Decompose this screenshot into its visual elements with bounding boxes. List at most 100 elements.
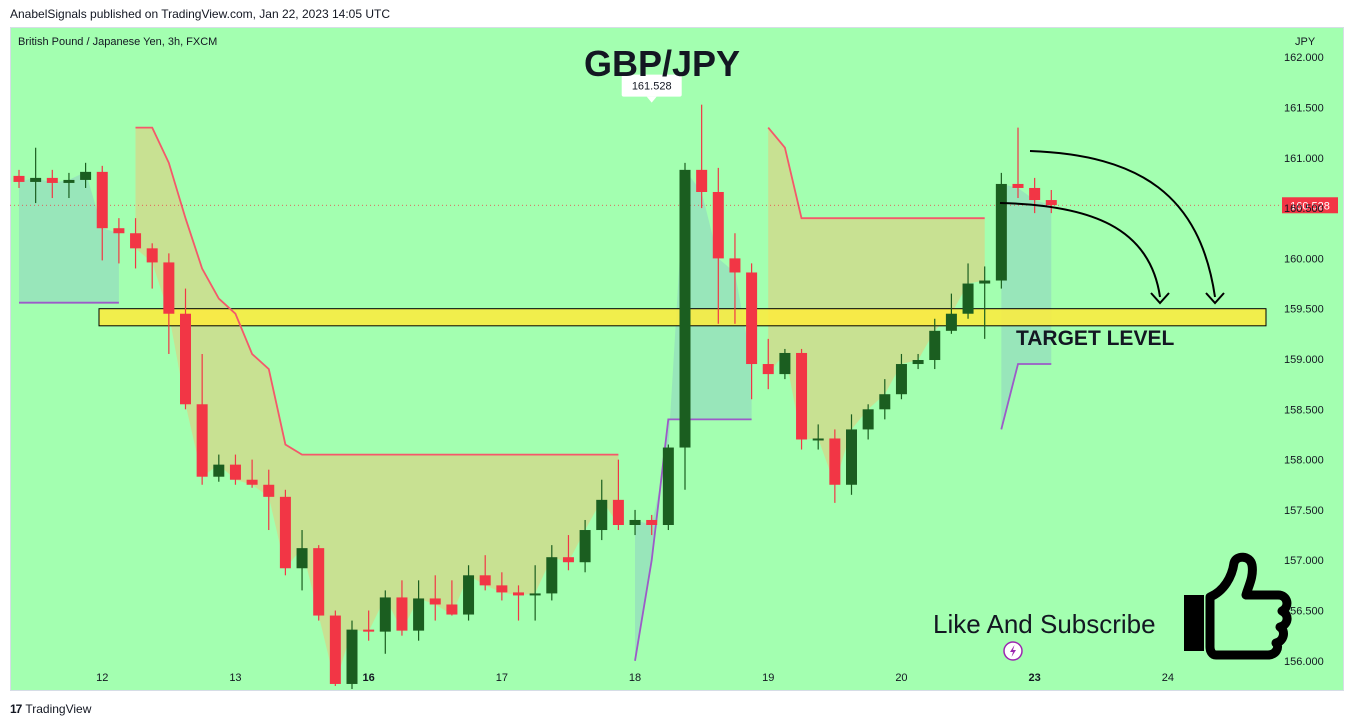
candle[interactable] bbox=[662, 444, 674, 531]
candle[interactable] bbox=[912, 353, 924, 370]
candle-body bbox=[1045, 200, 1057, 206]
candle[interactable] bbox=[729, 233, 741, 324]
candle-body bbox=[929, 330, 941, 361]
candle[interactable] bbox=[596, 479, 608, 541]
candle-body bbox=[296, 548, 308, 569]
candle-body bbox=[496, 585, 508, 593]
candle[interactable] bbox=[1029, 177, 1041, 214]
footer-brand[interactable]: 17 TradingView bbox=[10, 702, 91, 716]
candle[interactable] bbox=[862, 404, 874, 440]
candle[interactable] bbox=[213, 454, 225, 482]
candle[interactable] bbox=[46, 169, 58, 199]
candle[interactable] bbox=[579, 519, 591, 573]
candle-body bbox=[696, 169, 708, 192]
last-price-box bbox=[1282, 197, 1338, 214]
candle-body bbox=[263, 484, 275, 497]
candle[interactable] bbox=[113, 218, 125, 264]
candle[interactable] bbox=[296, 530, 308, 591]
candle[interactable] bbox=[1012, 127, 1024, 199]
candle[interactable] bbox=[396, 580, 408, 636]
candle[interactable] bbox=[479, 555, 491, 591]
candle[interactable] bbox=[846, 414, 857, 495]
candle[interactable] bbox=[812, 424, 824, 450]
candle[interactable] bbox=[279, 489, 291, 576]
candle[interactable] bbox=[546, 545, 558, 601]
candle[interactable] bbox=[629, 509, 641, 536]
candle-body bbox=[612, 499, 624, 525]
candle[interactable] bbox=[163, 253, 175, 354]
candle[interactable] bbox=[1045, 189, 1057, 214]
candle-body bbox=[513, 592, 524, 596]
tradingview-logo-icon: 17 bbox=[10, 702, 22, 716]
candle-body bbox=[662, 447, 674, 525]
candle[interactable] bbox=[413, 580, 425, 641]
candle[interactable] bbox=[779, 348, 791, 380]
candle-body bbox=[113, 228, 125, 234]
candle[interactable] bbox=[979, 266, 991, 339]
candle-body bbox=[363, 629, 375, 632]
candle-body bbox=[96, 171, 108, 229]
candle[interactable] bbox=[746, 263, 758, 400]
x-axis-tick-label: 17 bbox=[496, 672, 508, 684]
candle[interactable] bbox=[829, 429, 841, 503]
candle-body bbox=[46, 177, 58, 183]
candle[interactable] bbox=[463, 565, 475, 621]
candle[interactable] bbox=[379, 590, 391, 654]
candle[interactable] bbox=[529, 565, 541, 621]
candle[interactable] bbox=[196, 353, 208, 485]
target-level-label: TARGET LEVEL bbox=[1016, 327, 1174, 350]
candle[interactable] bbox=[130, 218, 142, 269]
candle[interactable] bbox=[895, 353, 907, 400]
candle[interactable] bbox=[796, 348, 808, 450]
upper-band-line bbox=[767, 127, 985, 220]
candle[interactable] bbox=[263, 469, 275, 531]
candle[interactable] bbox=[945, 293, 957, 334]
candle[interactable] bbox=[646, 514, 658, 536]
curved-arrow-icon bbox=[999, 202, 1170, 305]
candle[interactable] bbox=[313, 545, 325, 621]
candle[interactable] bbox=[679, 162, 691, 490]
candle[interactable] bbox=[712, 167, 724, 324]
candle[interactable] bbox=[995, 172, 1007, 289]
candlestick-chart[interactable]: 160.528 162.000 161.500 161.000 160.500 160.… bbox=[10, 27, 1344, 691]
candle[interactable] bbox=[180, 288, 191, 410]
candle[interactable] bbox=[346, 620, 358, 689]
candle-body bbox=[146, 248, 158, 263]
candle[interactable] bbox=[229, 454, 241, 485]
candle[interactable] bbox=[246, 459, 258, 488]
y-axis-tick-label: 159.000 bbox=[1284, 354, 1324, 366]
candle[interactable] bbox=[762, 338, 774, 390]
candle-body bbox=[895, 364, 907, 395]
candle[interactable] bbox=[562, 535, 574, 571]
candle-body bbox=[862, 409, 874, 430]
candle[interactable] bbox=[30, 147, 42, 204]
arrow-shaft bbox=[1029, 150, 1216, 298]
candle[interactable] bbox=[146, 243, 158, 289]
candle[interactable] bbox=[696, 104, 708, 209]
upper-band-fill bbox=[135, 127, 619, 685]
currency-label: JPY bbox=[1295, 36, 1316, 48]
candle-body bbox=[13, 175, 25, 182]
candle[interactable] bbox=[513, 585, 524, 621]
candle[interactable] bbox=[879, 379, 891, 420]
candle[interactable] bbox=[429, 575, 441, 621]
candle[interactable] bbox=[329, 610, 341, 686]
candle[interactable] bbox=[96, 165, 108, 261]
candle-body bbox=[846, 429, 857, 485]
candle-body bbox=[562, 557, 574, 563]
candle[interactable] bbox=[929, 318, 941, 370]
candle-body bbox=[646, 519, 658, 525]
candle-body bbox=[779, 352, 791, 375]
candle[interactable] bbox=[962, 263, 974, 319]
candle[interactable] bbox=[612, 459, 624, 531]
x-axis-tick-label: 19 bbox=[762, 672, 774, 684]
arrow-shaft bbox=[999, 202, 1161, 298]
candle[interactable] bbox=[446, 580, 458, 616]
candle[interactable] bbox=[63, 172, 75, 199]
candle[interactable] bbox=[363, 610, 375, 641]
candle[interactable] bbox=[496, 572, 508, 601]
candle-body bbox=[796, 352, 808, 440]
candle[interactable] bbox=[80, 162, 92, 188]
candle[interactable] bbox=[13, 169, 25, 188]
like-subscribe-text: Like And Subscribe bbox=[933, 609, 1156, 639]
